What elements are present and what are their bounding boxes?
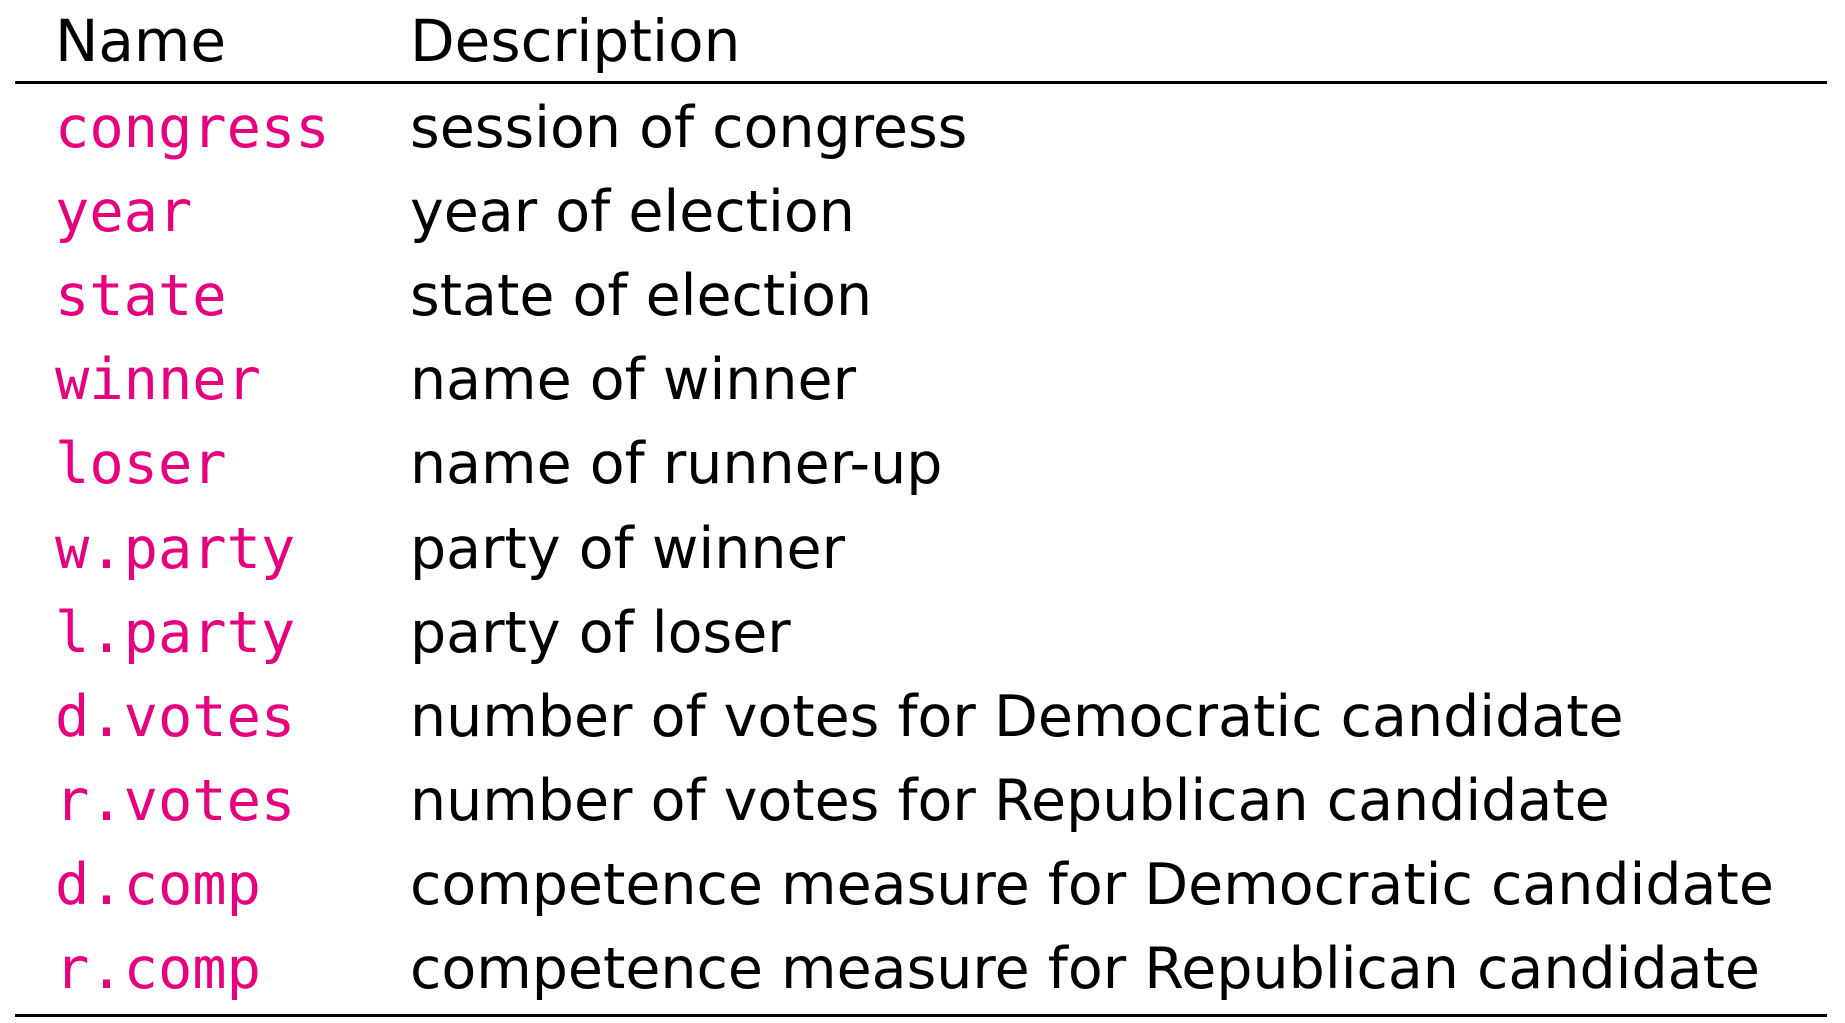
variable-name: state bbox=[55, 262, 227, 329]
variable-table: Name Description congress session of cong… bbox=[15, 0, 1827, 1018]
variable-name: congress bbox=[55, 94, 330, 161]
variable-name: loser bbox=[55, 431, 227, 498]
variable-name: d.comp bbox=[55, 852, 261, 919]
variable-description: number of votes for Democratic candidate bbox=[410, 683, 1624, 750]
variable-name: winner bbox=[55, 347, 261, 414]
header-description: Description bbox=[410, 6, 741, 75]
table-row: congress session of congress bbox=[15, 86, 1827, 170]
variable-description: name of winner bbox=[410, 347, 857, 414]
variable-description: competence measure for Democratic candid… bbox=[410, 852, 1774, 919]
variable-description: party of loser bbox=[410, 599, 791, 666]
variable-name: l.party bbox=[55, 599, 296, 666]
table-row: state state of election bbox=[15, 254, 1827, 338]
variable-description: number of votes for Republican candidate bbox=[410, 768, 1610, 835]
variable-name: r.comp bbox=[55, 936, 261, 1003]
variable-description: competence measure for Republican candid… bbox=[410, 936, 1760, 1003]
table-row: r.votes number of votes for Republican ca… bbox=[15, 760, 1827, 844]
header-name: Name bbox=[55, 6, 227, 75]
table-row: d.comp competence measure for Democratic … bbox=[15, 844, 1827, 928]
table-row: year year of election bbox=[15, 170, 1827, 254]
variable-name: d.votes bbox=[55, 683, 296, 750]
variable-name: r.votes bbox=[55, 768, 296, 835]
variable-description: party of winner bbox=[410, 515, 846, 582]
table-body: congress session of congress year year of e… bbox=[15, 84, 1827, 1018]
variable-name: w.party bbox=[55, 515, 296, 582]
variable-description: name of runner-up bbox=[410, 431, 943, 498]
variable-description: session of congress bbox=[410, 94, 968, 161]
table-row: r.comp competence measure for Republican … bbox=[15, 928, 1827, 1012]
table-row: loser name of runner-up bbox=[15, 423, 1827, 507]
variable-description: year of election bbox=[410, 178, 855, 245]
variable-description: state of election bbox=[410, 262, 873, 329]
variable-name: year bbox=[55, 178, 193, 245]
table-row: d.votes number of votes for Democratic ca… bbox=[15, 675, 1827, 759]
table-row: l.party party of loser bbox=[15, 591, 1827, 675]
table-row: w.party party of winner bbox=[15, 507, 1827, 591]
table-header-row: Name Description bbox=[15, 0, 1827, 84]
table-row: winner name of winner bbox=[15, 339, 1827, 423]
